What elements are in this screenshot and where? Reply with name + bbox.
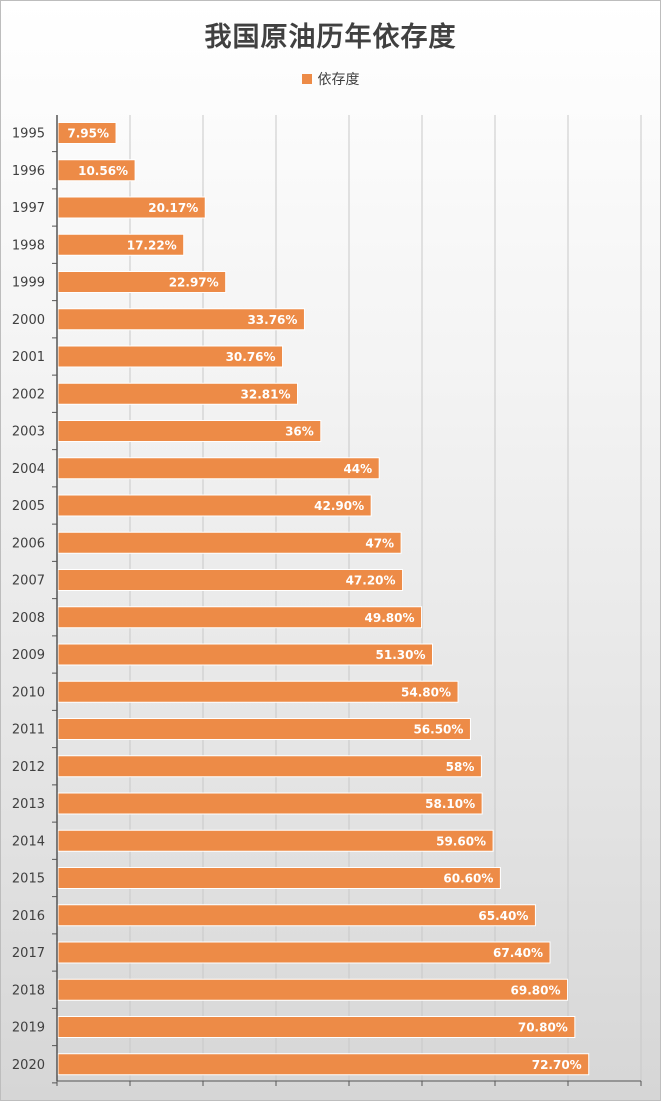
category-label: 2001 [12, 350, 45, 365]
category-label: 2018 [12, 983, 45, 998]
data-label: 36% [285, 425, 314, 439]
bar [57, 978, 569, 1001]
bar [57, 420, 322, 442]
data-label: 67.40% [493, 946, 543, 960]
category-label: 2007 [12, 574, 45, 589]
data-label: 59.60% [436, 834, 486, 848]
data-label: 72.70% [532, 1058, 582, 1072]
bar [57, 829, 494, 852]
data-label: 51.30% [376, 648, 426, 662]
data-label: 30.76% [226, 350, 276, 364]
bar [57, 494, 372, 517]
data-label: 33.76% [247, 313, 297, 327]
data-label: 17.22% [127, 238, 177, 252]
category-label: 2000 [12, 313, 45, 328]
data-label: 20.17% [148, 201, 198, 215]
data-label: 58% [446, 760, 475, 774]
category-label: 1995 [12, 127, 45, 142]
data-label: 56.50% [413, 723, 463, 737]
bar [57, 755, 482, 778]
data-label: 69.80% [511, 983, 561, 997]
category-label: 2013 [12, 797, 45, 812]
bar [57, 792, 483, 815]
category-label: 1997 [12, 201, 45, 216]
category-label: 1999 [12, 276, 45, 291]
data-label: 60.60% [443, 872, 493, 886]
category-label: 2016 [12, 909, 45, 924]
bar [57, 941, 551, 964]
bar [57, 680, 459, 703]
category-label: 1996 [12, 164, 45, 179]
category-label: 2003 [12, 425, 45, 440]
category-label: 2008 [12, 611, 45, 626]
category-label: 2014 [12, 834, 45, 849]
data-label: 65.40% [478, 909, 528, 923]
category-label: 2011 [12, 723, 45, 738]
category-label: 2002 [12, 387, 45, 402]
bar [57, 1016, 576, 1038]
bar [57, 122, 117, 144]
bar [57, 345, 284, 368]
data-label: 42.90% [314, 499, 364, 513]
category-label: 2004 [12, 462, 45, 477]
bar [57, 569, 404, 591]
chart-title: 我国原油历年依存度 [204, 22, 457, 53]
bar [57, 271, 227, 293]
data-label: 47% [365, 536, 394, 550]
category-label: 2005 [12, 499, 45, 514]
bar [57, 1053, 590, 1076]
category-label: 2015 [12, 872, 45, 887]
data-label: 7.95% [67, 127, 109, 141]
bar [57, 643, 433, 666]
bar [57, 904, 536, 927]
bar [57, 233, 185, 256]
legend-label: 依存度 [317, 72, 360, 88]
legend: 依存度 [1, 69, 660, 89]
legend-swatch [301, 74, 312, 84]
bar [57, 308, 305, 331]
category-label: 2017 [12, 946, 45, 961]
category-label: 2019 [12, 1021, 45, 1036]
data-label: 47.20% [346, 574, 396, 588]
category-label: 2020 [12, 1058, 45, 1073]
data-label: 58.10% [425, 797, 475, 811]
bar [57, 382, 299, 405]
bar [57, 196, 206, 219]
bar [57, 606, 423, 629]
bar [57, 867, 501, 889]
category-label: 1998 [12, 238, 45, 253]
category-label: 2010 [12, 685, 45, 700]
data-label: 32.81% [241, 387, 291, 401]
bar [57, 718, 471, 740]
data-label: 22.97% [169, 276, 219, 290]
category-label: 2006 [12, 536, 45, 551]
bar [57, 457, 380, 480]
data-label: 10.56% [78, 164, 128, 178]
data-label: 49.80% [365, 611, 415, 625]
category-label: 2012 [12, 760, 45, 775]
bar [57, 531, 402, 554]
data-label: 54.80% [401, 685, 451, 699]
category-label: 2009 [12, 648, 45, 663]
bar [57, 159, 136, 182]
data-label: 44% [343, 462, 372, 476]
data-label: 70.80% [518, 1021, 568, 1035]
